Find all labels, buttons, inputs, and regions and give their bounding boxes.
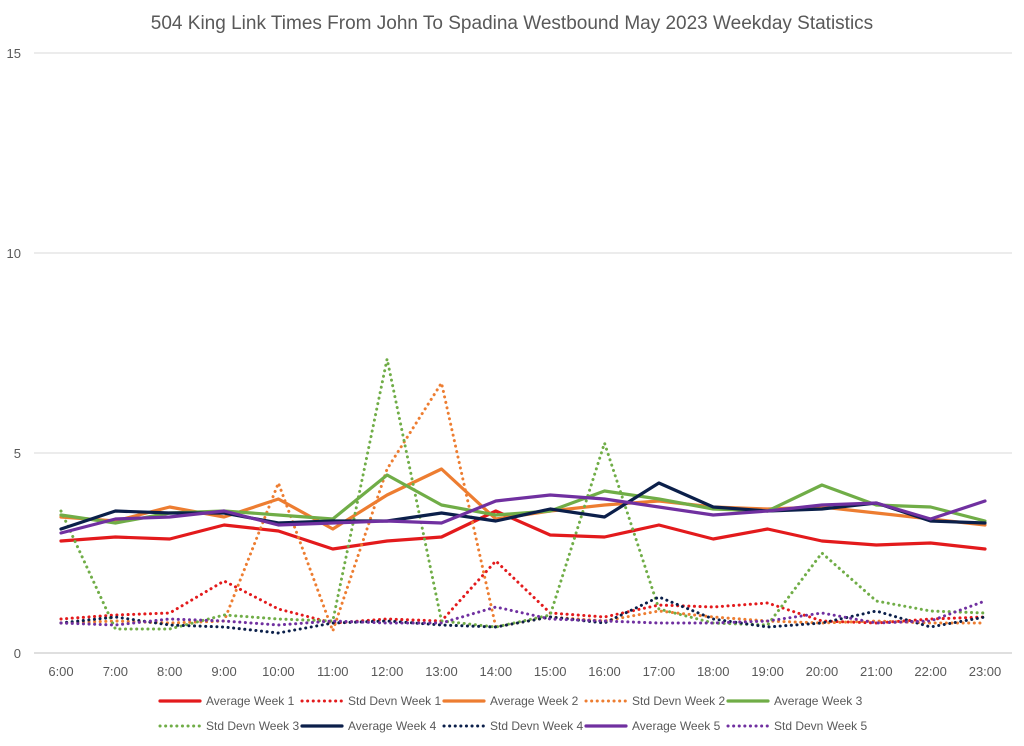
legend-label: Average Week 1 [206, 694, 295, 708]
x-tick-label: 13:00 [425, 664, 458, 679]
legend-label: Std Devn Week 3 [206, 719, 299, 733]
legend-label: Average Week 5 [632, 719, 721, 733]
x-tick-label: 18:00 [697, 664, 730, 679]
x-tick-label: 23:00 [969, 664, 1002, 679]
x-tick-label: 16:00 [588, 664, 621, 679]
legend-item: Average Week 3 [726, 694, 863, 708]
series-line-std-devn-week-3 [59, 357, 987, 631]
x-axis: 6:00 7:00 8:00 9:00 10:00 11:00 12:00 13:00 14:0… [48, 664, 1001, 679]
x-tick-label: 7:00 [103, 664, 128, 679]
x-tick-label: 11:00 [317, 664, 349, 679]
y-tick-label: 5 [14, 446, 21, 461]
legend-label: Average Week 3 [774, 694, 863, 708]
legend-item: Average Week 2 [442, 694, 579, 708]
x-tick-label: 19:00 [751, 664, 784, 679]
series-line-std-devn-week-4 [59, 595, 987, 635]
series-line-average-week-5 [59, 493, 987, 535]
legend-item: Average Week 1 [158, 694, 295, 708]
x-tick-label: 17:00 [643, 664, 676, 679]
y-tick-label: 0 [14, 646, 21, 661]
gridlines [34, 52, 1012, 654]
legend-item: Std Devn Week 4 [442, 719, 583, 733]
legend-label: Average Week 2 [490, 694, 579, 708]
legend-label: Std Devn Week 1 [348, 694, 441, 708]
series-lines [59, 357, 987, 635]
x-tick-label: 9:00 [211, 664, 236, 679]
x-tick-label: 12:00 [371, 664, 404, 679]
legend-label: Std Devn Week 5 [774, 719, 867, 733]
x-tick-label: 22:00 [914, 664, 947, 679]
x-tick-label: 6:00 [48, 664, 73, 679]
x-tick-label: 21:00 [860, 664, 893, 679]
y-tick-label: 15 [7, 46, 21, 61]
x-tick-label: 8:00 [157, 664, 182, 679]
legend-item: Average Week 5 [584, 719, 721, 733]
legend-item: Average Week 4 [300, 719, 437, 733]
series-line-std-devn-week-5 [59, 599, 987, 627]
y-tick-label: 10 [7, 246, 21, 261]
chart-title: 504 King Link Times From John To Spadina… [151, 13, 873, 34]
legend-item: Std Devn Week 5 [726, 719, 867, 733]
x-tick-label: 10:00 [262, 664, 295, 679]
y-axis: 0 5 10 15 [7, 46, 21, 661]
series-line-average-week-1 [59, 509, 987, 551]
legend-item: Std Devn Week 2 [584, 694, 725, 708]
x-tick-label: 20:00 [806, 664, 839, 679]
x-tick-label: 14:00 [480, 664, 513, 679]
legend-label: Average Week 4 [348, 719, 437, 733]
legend-label: Std Devn Week 4 [490, 719, 583, 733]
legend-label: Std Devn Week 2 [632, 694, 725, 708]
legend-item: Std Devn Week 3 [158, 719, 299, 733]
x-tick-label: 15:00 [534, 664, 567, 679]
legend: Average Week 1 Std Devn Week 1 Average Wee… [158, 694, 867, 733]
legend-item: Std Devn Week 1 [300, 694, 441, 708]
